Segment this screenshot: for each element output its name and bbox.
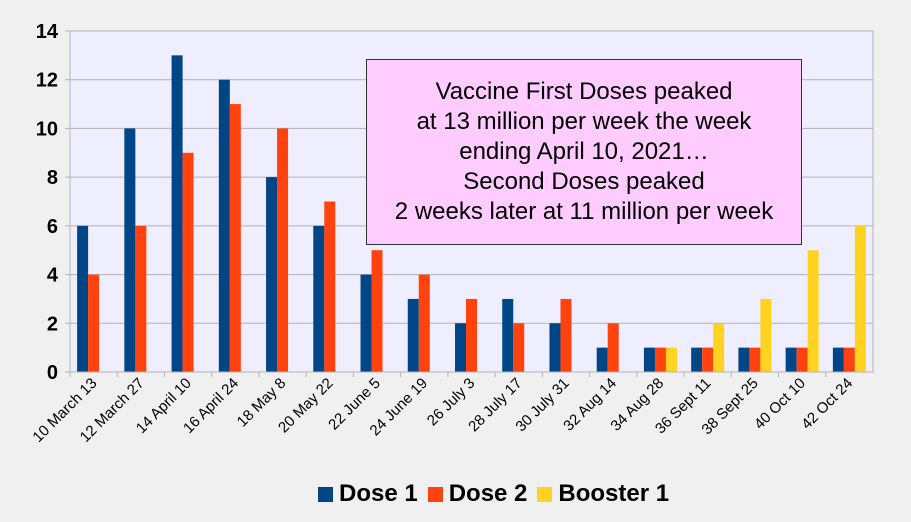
bar-dose-2: [560, 298, 572, 372]
legend-label-dose-1: Dose 1: [339, 480, 418, 507]
bar-dose-1: [549, 323, 561, 372]
y-tick-label: 0: [47, 362, 58, 384]
bar-dose-1: [77, 225, 89, 372]
bar-dose-2: [418, 274, 430, 372]
y-tick-label: 6: [47, 216, 58, 238]
annotation-line-5: 2 weeks later at 11 million per week: [394, 198, 774, 225]
bar-dose-2: [324, 201, 336, 372]
legend-item-booster-1: Booster 1: [537, 480, 669, 508]
legend-label-booster-1: Booster 1: [558, 480, 670, 507]
y-tick-label: 10: [36, 118, 58, 140]
bar-dose-2: [749, 347, 761, 372]
legend-item-dose-2: Dose 2: [427, 480, 528, 508]
bar-dose-1: [407, 298, 419, 372]
bar-dose-2: [702, 347, 714, 372]
bar-dose-1: [171, 55, 183, 372]
bar-dose-2: [135, 225, 147, 372]
bar-booster-1: [854, 225, 866, 372]
bar-dose-2: [229, 104, 241, 373]
legend-label-dose-2: Dose 2: [448, 480, 528, 507]
legend-item-dose-1: Dose 1: [318, 480, 418, 508]
bar-dose-1: [502, 298, 514, 372]
annotation-line-2: at 13 million per week the week: [416, 108, 752, 135]
bar-dose-2: [796, 347, 808, 372]
bar-dose-1: [691, 347, 703, 372]
bar-dose-1: [785, 347, 797, 372]
bar-dose-2: [371, 250, 383, 372]
bar-dose-1: [596, 347, 608, 372]
legend-swatch-dose-1: [318, 486, 333, 502]
legend-swatch-dose-2: [427, 486, 443, 502]
bars: [77, 55, 866, 373]
bar-dose-2: [513, 323, 525, 372]
x-tick-label: 42 Oct 24: [798, 375, 856, 433]
bar-dose-2: [607, 323, 619, 372]
bar-dose-2: [277, 128, 289, 372]
annotation-line-4: Second Doses peaked: [463, 168, 705, 195]
bar-dose-1: [124, 128, 136, 372]
y-tick-label: 12: [36, 70, 58, 92]
bar-booster-1: [713, 323, 725, 372]
chart-legend: Dose 1 Dose 2 Booster 1: [318, 480, 679, 508]
annotation-line-1: Vaccine First Doses peaked: [435, 78, 733, 105]
bar-dose-1: [266, 177, 278, 372]
chart-annotation-box: Vaccine First Doses peaked at 13 million…: [366, 59, 802, 245]
bar-dose-1: [313, 225, 325, 372]
plot-border: [69, 30, 874, 373]
legend-swatch-booster-1: [537, 486, 553, 502]
bar-dose-2: [654, 347, 666, 372]
axes: [65, 30, 874, 377]
bar-dose-1: [455, 323, 466, 372]
y-tick-label: 2: [47, 313, 58, 335]
annotation-line-3: ending April 10, 2021…: [459, 138, 709, 165]
bar-dose-1: [832, 347, 844, 372]
bar-booster-1: [665, 347, 677, 372]
bar-booster-1: [807, 250, 819, 372]
bar-dose-1: [360, 274, 372, 372]
y-tick-label: 14: [36, 21, 59, 43]
bar-dose-2: [182, 152, 194, 372]
bar-dose-2: [88, 274, 100, 372]
y-tick-label: 4: [47, 265, 59, 287]
bar-dose-1: [643, 347, 655, 372]
bar-dose-2: [843, 347, 855, 372]
bar-dose-1: [738, 347, 750, 372]
bar-dose-1: [218, 79, 230, 372]
bar-dose-2: [466, 298, 477, 372]
bar-booster-1: [760, 298, 772, 372]
y-tick-label: 8: [47, 167, 58, 189]
